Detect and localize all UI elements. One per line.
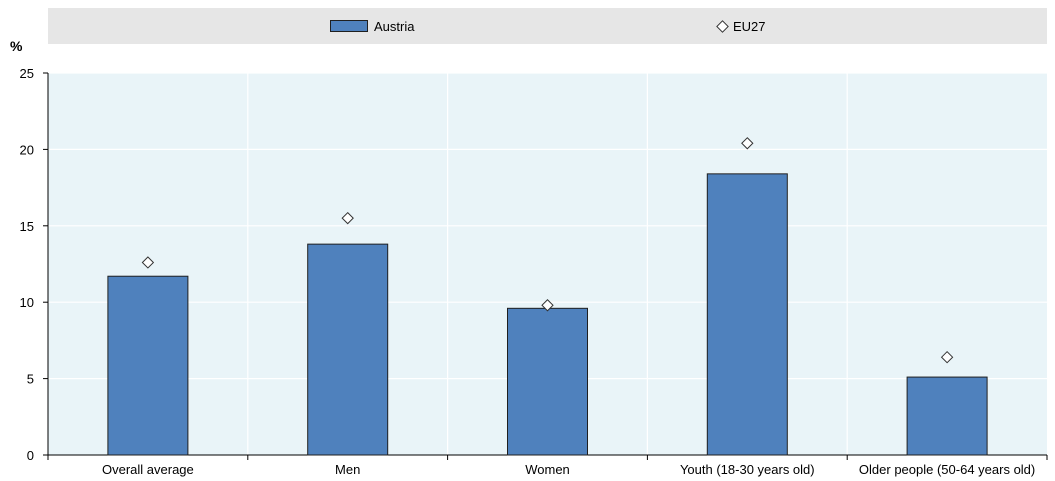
x-tick-label: Overall average bbox=[102, 462, 194, 477]
bar-austria bbox=[107, 275, 189, 456]
legend-label-austria: Austria bbox=[374, 18, 415, 34]
legend-item-austria: Austria bbox=[330, 8, 414, 44]
legend: Austria EU27 bbox=[48, 8, 1047, 44]
x-tick-label: Women bbox=[525, 462, 570, 477]
y-tick-label: 25 bbox=[20, 66, 34, 81]
bar-austria bbox=[507, 307, 588, 456]
legend-label-eu27: EU27 bbox=[733, 18, 766, 34]
x-tick-label: Youth (18-30 years old) bbox=[680, 462, 815, 477]
marker-eu27 bbox=[741, 137, 754, 150]
x-tick-label: Older people (50-64 years old) bbox=[859, 462, 1035, 477]
y-tick-label: 10 bbox=[20, 295, 34, 310]
y-tick-label: 15 bbox=[20, 219, 34, 234]
x-tick-label: Men bbox=[335, 462, 360, 477]
marker-eu27 bbox=[541, 299, 554, 312]
y-axis-unit: % bbox=[10, 38, 23, 54]
legend-swatch-austria bbox=[330, 20, 368, 32]
bar-austria bbox=[307, 243, 389, 456]
marker-eu27 bbox=[341, 211, 354, 225]
bar-austria bbox=[706, 173, 788, 456]
y-tick-label: 0 bbox=[27, 448, 34, 463]
y-tick-label: 20 bbox=[20, 142, 34, 157]
marker-eu27 bbox=[940, 351, 954, 364]
marker-eu27 bbox=[141, 256, 155, 269]
bar-austria bbox=[906, 376, 988, 456]
legend-item-eu27: EU27 bbox=[716, 8, 766, 44]
y-tick-label: 5 bbox=[27, 372, 34, 387]
